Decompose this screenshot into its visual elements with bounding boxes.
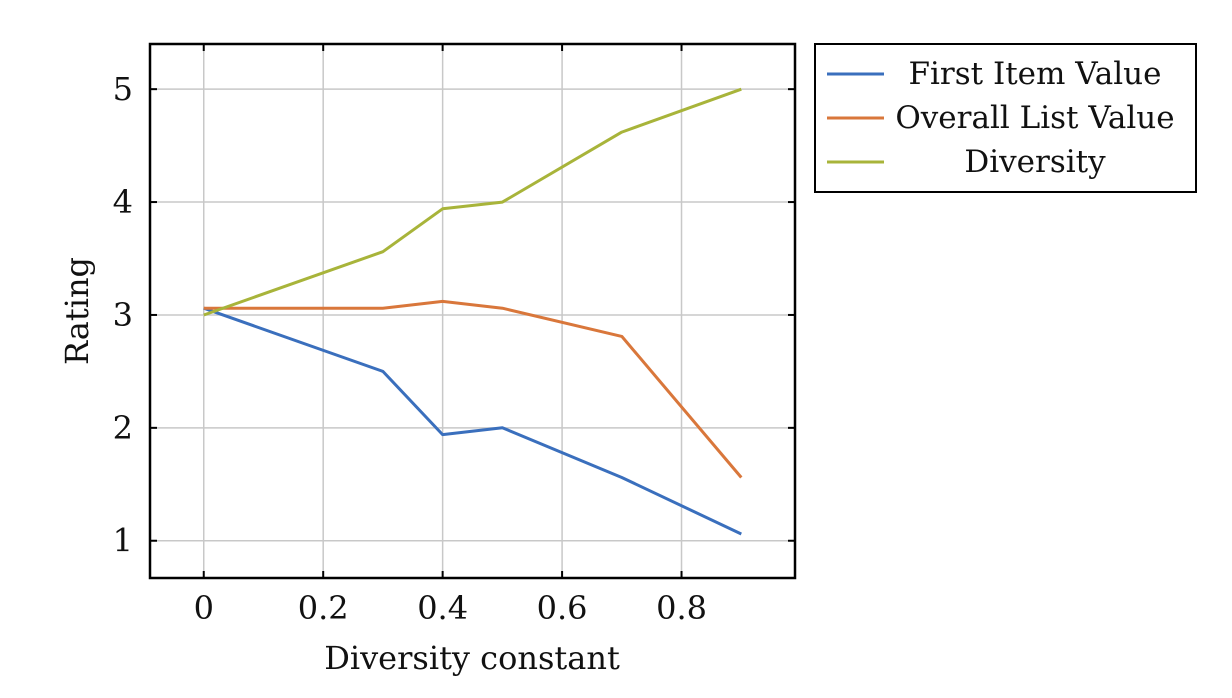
grid [150,44,795,578]
plot-frame [148,42,797,580]
x-tick-label: 0.6 [537,589,588,627]
legend-label-overall-list-value: Overall List Value [895,100,1174,136]
y-axis-ticks: 1 2 3 4 5 [113,70,795,560]
legend-label-first-item-value: First Item Value [908,56,1161,92]
x-tick-label: 0.2 [298,589,349,627]
x-tick-label: 0 [194,589,214,627]
x-axis-title: Diversity constant [324,639,620,677]
x-tick-label: 0.8 [656,589,707,627]
y-tick-label: 4 [113,183,133,221]
series-line-first-item-value [203,306,742,536]
y-axis-title: Rating [58,257,96,365]
series-line-overall-list-value [203,299,743,479]
legend-label-diversity: Diversity [964,144,1106,180]
y-tick-label: 1 [113,522,133,560]
y-tick-label: 5 [113,70,133,108]
legend: First Item Value Overall List Value Divers… [814,43,1197,193]
y-tick-label: 2 [113,409,133,447]
series-lines [203,87,743,536]
y-tick-label: 3 [113,296,133,334]
x-axis-ticks: 0 0.2 0.4 0.6 0.8 [194,44,707,627]
series-line-diversity [203,87,742,317]
x-tick-label: 0.4 [417,589,468,627]
